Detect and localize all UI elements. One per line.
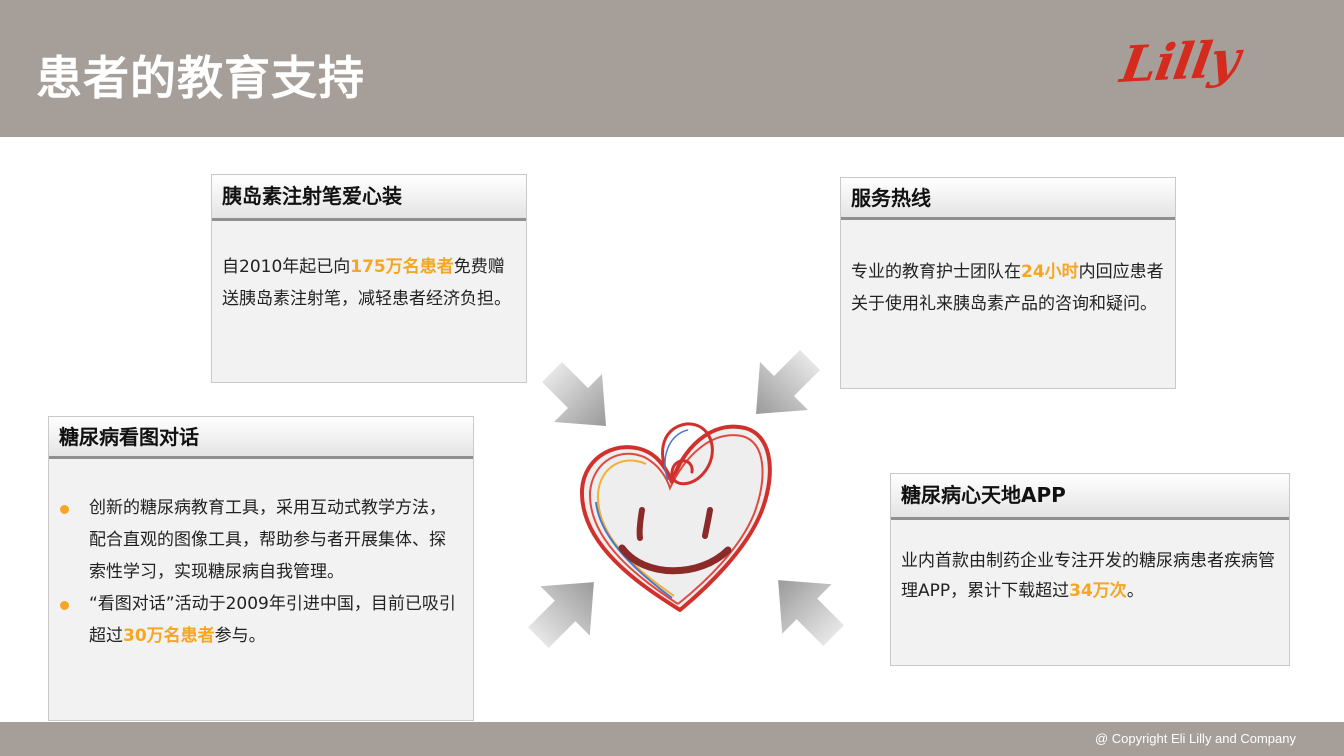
- pen-kit-text-before: 自2010年起已向: [222, 257, 351, 277]
- bullet-icon: [60, 601, 69, 610]
- pen-kit-highlight: 175万名患者: [350, 257, 454, 277]
- smiling-heart-icon: [579, 422, 772, 612]
- app-text-after: 。: [1126, 581, 1144, 601]
- hotline-card-text: 专业的教育护士团队在24小时内回应患者关于使用礼来胰岛素产品的咨询和疑问。: [851, 256, 1169, 320]
- pen-kit-card: 胰岛素注射笔爱心装 自2010年起已向175万名患者免费赠送胰岛素注射笔，减轻患…: [211, 174, 527, 383]
- bullet-icon: [60, 505, 69, 514]
- pen-kit-text-after: 免费赠送胰岛素注射笔，减轻患者经济负担。: [222, 257, 511, 309]
- arrow-top-left-icon: [542, 362, 606, 426]
- list-item: “看图对话”活动于2009年引进中国，目前已吸引超过30万名患者参与。: [49, 588, 461, 652]
- bullet-text: 创新的糖尿病教育工具，采用互动式教学方法，配合直观的图像工具，帮助参与者开展集体…: [89, 498, 446, 582]
- arrow-top-right-icon: [756, 350, 820, 414]
- bullet-text-before: “看图对话”活动于2009年引进中国，目前已吸引超过: [89, 594, 456, 646]
- conversation-map-card: 糖尿病看图对话 创新的糖尿病教育工具，采用互动式教学方法，配合直观的图像工具，帮…: [48, 416, 474, 721]
- list-item: 创新的糖尿病教育工具，采用互动式教学方法，配合直观的图像工具，帮助参与者开展集体…: [49, 492, 461, 588]
- app-card: 糖尿病心天地APP 业内首款由制药企业专注开发的糖尿病患者疾病管理APP，累计下…: [890, 473, 1290, 666]
- hotline-card-title: 服务热线: [841, 178, 1175, 220]
- hotline-text-before: 专业的教育护士团队在: [851, 262, 1021, 282]
- copyright-text: @ Copyright Eli Lilly and Company: [1094, 731, 1296, 746]
- footer-bar: @ Copyright Eli Lilly and Company: [0, 722, 1344, 756]
- pen-kit-card-title: 胰岛素注射笔爱心装: [212, 175, 526, 221]
- header-bar: 患者的教育支持 Lilly: [0, 0, 1344, 137]
- app-card-title: 糖尿病心天地APP: [891, 474, 1289, 520]
- lilly-logo: Lilly: [1116, 28, 1244, 95]
- hotline-highlight: 24小时: [1021, 262, 1079, 282]
- page-title: 患者的教育支持: [36, 51, 365, 105]
- hotline-card: 服务热线 专业的教育护士团队在24小时内回应患者关于使用礼来胰岛素产品的咨询和疑…: [840, 177, 1176, 389]
- conversation-map-card-title: 糖尿病看图对话: [49, 417, 473, 459]
- app-text-before: 业内首款由制药企业专注开发的糖尿病患者疾病管理APP，累计下载超过: [901, 551, 1275, 601]
- hotline-text-after: 内回应患者关于使用礼来胰岛素产品的咨询和疑问。: [851, 262, 1164, 314]
- arrow-bottom-left-icon: [528, 582, 594, 648]
- conversation-map-bullets: 创新的糖尿病教育工具，采用互动式教学方法，配合直观的图像工具，帮助参与者开展集体…: [49, 492, 461, 652]
- arrow-bottom-right-icon: [778, 580, 844, 646]
- app-highlight: 34万次: [1069, 581, 1127, 601]
- app-card-text: 业内首款由制药企业专注开发的糖尿病患者疾病管理APP，累计下载超过34万次。: [901, 546, 1285, 606]
- pen-kit-card-text: 自2010年起已向175万名患者免费赠送胰岛素注射笔，减轻患者经济负担。: [222, 251, 520, 315]
- conversation-highlight: 30万名患者: [123, 626, 215, 646]
- bullet-text-after: 参与。: [214, 626, 266, 646]
